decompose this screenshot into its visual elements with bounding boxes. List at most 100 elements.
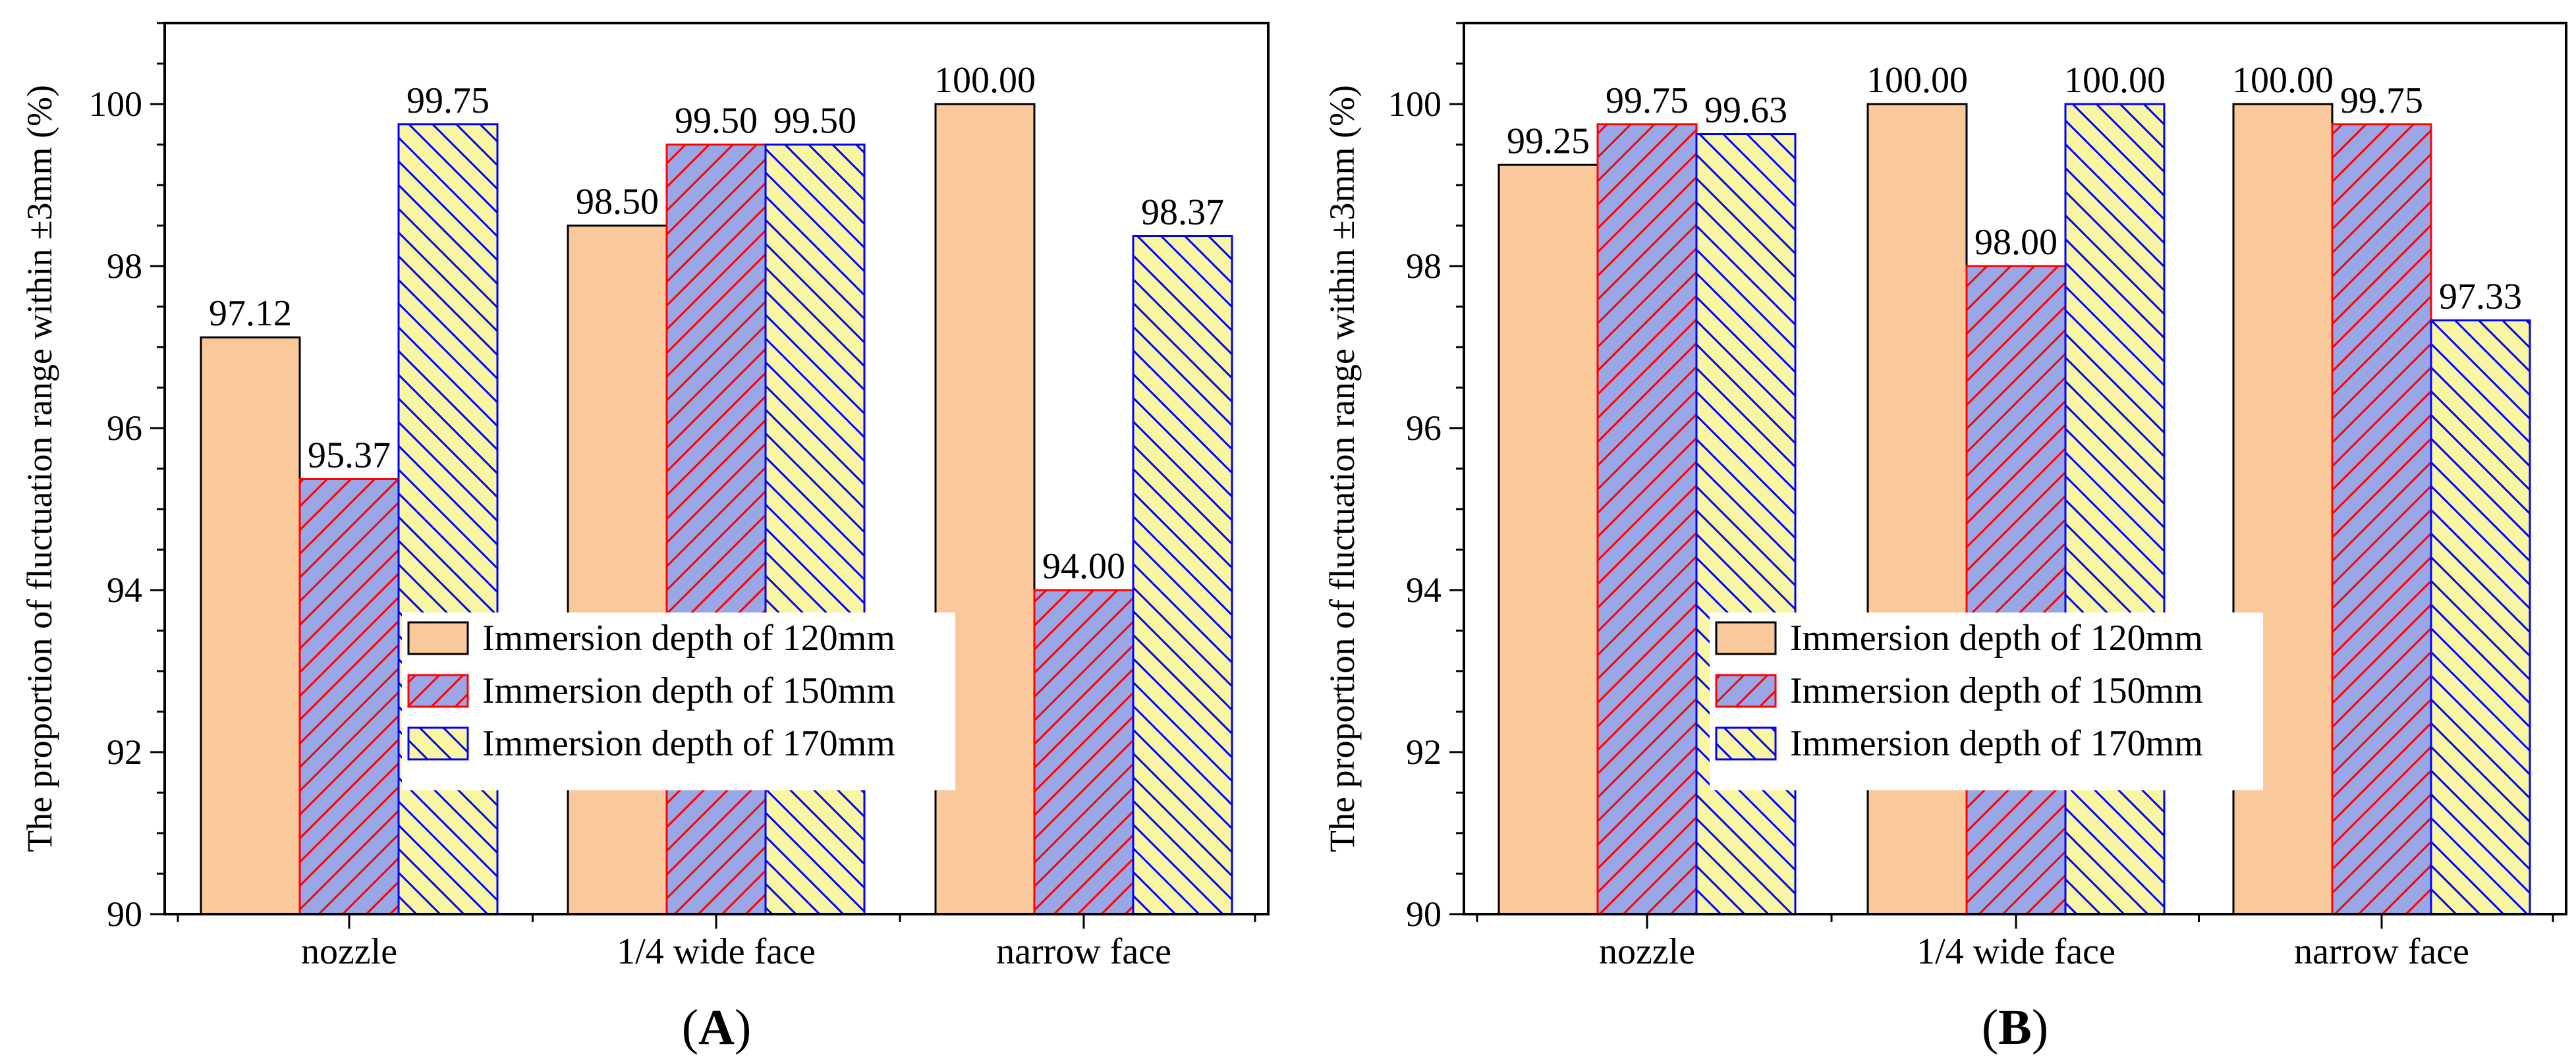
bar-3-2 (2064, 103, 2166, 915)
data-label: 99.63 (1704, 90, 1787, 131)
data-label: 99.75 (406, 80, 490, 121)
bar-hatch (667, 144, 766, 914)
legend-swatch-outline (1715, 726, 1777, 761)
data-label: 97.12 (209, 293, 292, 334)
legend-background (402, 612, 955, 790)
bar-3-2 (764, 144, 866, 915)
legend: Immersion depth of 120mm Immersion depth … (402, 612, 955, 790)
legend-label: Immersion depth of 170mm (1790, 723, 2203, 764)
legend-swatch-outline (407, 674, 469, 708)
legend-label: Immersion depth of 120mm (1790, 618, 2203, 659)
bar-hatch (1598, 124, 1696, 914)
panels-root: 97.12 98.50 100.00 95.37 99.50 94.00 99.75 99.5… (20, 22, 2567, 1055)
bar-hatch (2065, 104, 2164, 914)
legend-swatch-hatch (1716, 675, 1776, 707)
y-axis-label: The proportion of fluctuation range with… (1322, 85, 1362, 852)
bar-fill (1868, 104, 1967, 914)
legend-item-2: Immersion depth of 150mm (407, 670, 895, 711)
y-tick-label: 100 (89, 84, 142, 124)
data-label: 100.00 (1866, 60, 1968, 101)
data-label: 99.25 (1507, 121, 1590, 161)
data-label: 98.50 (576, 182, 659, 223)
data-label: 99.50 (675, 101, 758, 142)
bar-hatch (2332, 124, 2431, 914)
y-tick-label: 94 (107, 570, 142, 610)
bar-fill (568, 225, 667, 914)
legend-item-1: Immersion depth of 120mm (407, 618, 895, 659)
legend-item-3: Immersion depth of 170mm (407, 723, 895, 764)
chart-panel-a: 97.12 98.50 100.00 95.37 99.50 94.00 99.75 99.5… (20, 22, 1270, 1055)
data-label: 97.33 (2439, 276, 2522, 317)
legend-label: Immersion depth of 170mm (482, 723, 895, 764)
panel-label: (A) (682, 1000, 752, 1055)
y-tick-label: 92 (1406, 732, 1442, 772)
y-tick-label: 96 (107, 408, 142, 448)
bar-3-1 (397, 123, 499, 915)
bar-2-3 (2331, 123, 2432, 915)
y-tick-label: 92 (107, 732, 142, 772)
x-tick-label: nozzle (1599, 931, 1695, 972)
bar-hatch (766, 144, 864, 914)
panel-label-letter: B (1998, 1000, 2032, 1055)
bar-1-2 (1866, 103, 1968, 915)
bar-hatch (1696, 134, 1795, 914)
panel-label: (B) (1982, 1000, 2048, 1055)
data-label: 95.37 (308, 435, 391, 476)
bar-2-2 (665, 144, 767, 915)
bar-2-1 (1596, 123, 1698, 915)
legend-swatch-outline (407, 726, 469, 761)
bar-3-3 (1132, 234, 1233, 915)
data-label: 100.00 (2232, 60, 2334, 101)
x-tick-label: 1/4 wide face (1917, 931, 2115, 972)
data-label: 99.50 (773, 101, 856, 142)
y-axis-label: The proportion of fluctuation range with… (20, 85, 59, 852)
legend-swatch-outline (1715, 674, 1777, 708)
bar-2-2 (1965, 265, 2067, 915)
data-label: 100.00 (2064, 60, 2166, 101)
y-tick-label: 90 (1406, 894, 1442, 934)
legend-swatch-outline (407, 621, 469, 655)
x-tick-label: narrow face (996, 931, 1171, 972)
legend-label: Immersion depth of 120mm (482, 618, 895, 659)
bar-1-3 (934, 103, 1036, 915)
bar-fill (201, 337, 300, 914)
bar-fill (936, 104, 1034, 914)
bar-1-2 (567, 225, 668, 915)
x-tick-label: narrow face (2294, 931, 2469, 972)
bar-1-1 (200, 336, 301, 915)
legend-label: Immersion depth of 150mm (1790, 670, 2203, 711)
data-label: 99.75 (2340, 80, 2423, 121)
bar-2-1 (298, 477, 400, 915)
legend: Immersion depth of 120mm Immersion depth … (1710, 612, 2263, 790)
legend-background (1710, 612, 2263, 790)
bar-hatch (1034, 590, 1133, 914)
panel-label-open: ( (1982, 1000, 1998, 1055)
bar-3-1 (1695, 133, 1797, 915)
panel-label-letter: A (698, 1000, 735, 1055)
legend-swatch-outline (1715, 621, 1777, 655)
y-tick-label: 96 (1406, 408, 1442, 448)
bar-1-1 (1498, 163, 1599, 915)
data-label: 99.75 (1606, 80, 1689, 121)
legend-swatch-hatch (408, 675, 468, 707)
panel-label-open: ( (682, 1000, 698, 1055)
legend-swatch-fill (408, 622, 468, 654)
legend-swatch-hatch (408, 728, 468, 759)
legend-item-2: Immersion depth of 150mm (1715, 670, 2203, 711)
data-label: 98.00 (1974, 222, 2058, 263)
data-label: 94.00 (1042, 546, 1125, 587)
bar-3-3 (2430, 319, 2531, 915)
bar-fill (1499, 165, 1598, 914)
bar-hatch (399, 124, 497, 914)
x-tick-label: 1/4 wide face (617, 931, 816, 972)
y-tick-label: 98 (107, 246, 142, 286)
y-tick-label: 100 (1388, 84, 1442, 124)
legend-item-1: Immersion depth of 120mm (1715, 618, 2203, 659)
bar-2-3 (1033, 589, 1134, 915)
bar-hatch (300, 479, 399, 914)
bar-hatch (1967, 266, 2065, 914)
data-label: 100.00 (934, 60, 1036, 101)
panel-label-close: ) (735, 1000, 751, 1055)
